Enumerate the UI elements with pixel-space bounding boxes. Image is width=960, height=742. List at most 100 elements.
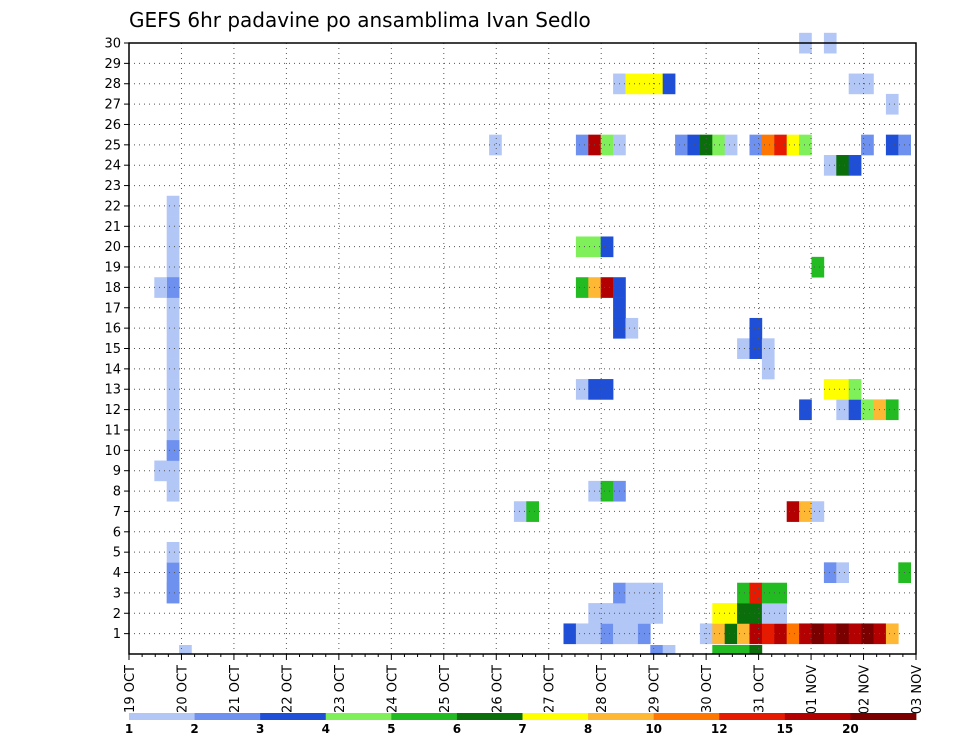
x-tick-label: 02 NOV bbox=[858, 665, 873, 714]
precip-cell bbox=[166, 562, 180, 584]
colorbar-swatch bbox=[194, 713, 261, 720]
y-tick-label: 28 bbox=[104, 77, 121, 92]
precip-cell bbox=[737, 645, 750, 654]
precip-cell bbox=[761, 358, 775, 380]
colorbar-label: 2 bbox=[190, 722, 198, 736]
y-tick-label: 16 bbox=[104, 322, 121, 337]
precip-cell bbox=[749, 317, 763, 339]
precip-cell bbox=[799, 134, 812, 156]
y-tick-label: 10 bbox=[104, 444, 121, 459]
y-tick-label: 5 bbox=[113, 546, 121, 561]
precip-cell bbox=[724, 623, 738, 645]
precip-cell bbox=[166, 195, 180, 217]
y-tick-labels: 1234567891011121314151617181920212223242… bbox=[104, 37, 121, 643]
precip-cell bbox=[625, 317, 639, 339]
colorbar-swatch bbox=[260, 713, 327, 720]
precip-cell bbox=[166, 379, 180, 400]
colorbar-label: 7 bbox=[518, 722, 526, 736]
precip-cell bbox=[737, 623, 750, 645]
precip-cell bbox=[166, 256, 180, 278]
precip-cell bbox=[712, 645, 725, 654]
y-tick-label: 12 bbox=[104, 403, 121, 418]
y-tick-label: 29 bbox=[104, 57, 121, 72]
x-tick-label: 27 OCT bbox=[543, 665, 558, 713]
precip-cell bbox=[650, 603, 663, 624]
y-tick-label: 18 bbox=[104, 281, 121, 296]
precip-cell bbox=[575, 277, 589, 298]
x-tick-label: 22 OCT bbox=[280, 665, 295, 713]
x-tick-labels: 19 OCT 20 OCT 21 OCT 22 OCT 23 OCT 24 OCT 25 O… bbox=[123, 665, 925, 714]
precip-cell bbox=[737, 603, 750, 624]
precip-cell bbox=[600, 603, 614, 624]
precip-cell bbox=[811, 623, 825, 645]
colorbar-swatch bbox=[719, 713, 786, 720]
precip-cell bbox=[823, 155, 837, 176]
precip-cell bbox=[861, 623, 874, 645]
precip-cell bbox=[836, 562, 849, 584]
y-tick-label: 20 bbox=[104, 240, 121, 255]
precip-cell bbox=[166, 582, 180, 604]
precip-cell bbox=[885, 623, 899, 645]
precip-cell bbox=[749, 134, 763, 156]
precip-cell bbox=[699, 134, 713, 156]
colorbar-label: 5 bbox=[387, 722, 395, 736]
colorbar-label: 20 bbox=[842, 722, 859, 736]
colorbar-label: 1 bbox=[125, 722, 133, 736]
precip-cell bbox=[724, 603, 738, 624]
precip-cell bbox=[823, 623, 837, 645]
colorbar-swatch bbox=[129, 713, 195, 720]
x-tick-label: 21 OCT bbox=[228, 665, 243, 713]
precip-cell bbox=[761, 603, 775, 624]
precip-cell bbox=[575, 134, 589, 156]
colorbar-swatch bbox=[653, 713, 720, 720]
axes-layer bbox=[124, 42, 917, 660]
precip-cell bbox=[724, 134, 738, 156]
chart-title: GEFS 6hr padavine po ansamblima Ivan Sed… bbox=[129, 8, 591, 32]
colorbar-label: 4 bbox=[322, 722, 330, 736]
precip-cell bbox=[761, 623, 775, 645]
precip-cell bbox=[712, 623, 725, 645]
precip-cell bbox=[811, 501, 825, 522]
precip-cell bbox=[724, 645, 738, 654]
y-tick-label: 6 bbox=[113, 525, 121, 540]
precip-cell bbox=[625, 623, 639, 645]
precip-cell bbox=[749, 645, 763, 654]
y-tick-label: 4 bbox=[113, 566, 121, 581]
precip-cell bbox=[625, 73, 639, 95]
grid-layer bbox=[129, 42, 916, 654]
precip-cell bbox=[836, 399, 849, 421]
precip-cell bbox=[836, 623, 849, 645]
y-tick-label: 15 bbox=[104, 342, 121, 357]
precip-cell bbox=[662, 645, 676, 654]
cells-layer bbox=[154, 32, 911, 654]
precip-cell bbox=[166, 440, 180, 461]
x-tick-label: 29 OCT bbox=[648, 665, 663, 713]
precip-cell bbox=[786, 623, 800, 645]
precip-cell bbox=[575, 379, 589, 400]
precip-cell bbox=[650, 73, 663, 95]
precip-cell bbox=[749, 623, 763, 645]
precip-cell bbox=[166, 216, 180, 237]
y-tick-label: 11 bbox=[104, 423, 121, 438]
precip-cell bbox=[526, 501, 539, 522]
y-tick-label: 1 bbox=[113, 627, 121, 642]
y-tick-label: 27 bbox=[104, 98, 121, 113]
precip-cell bbox=[179, 645, 192, 654]
precip-cell bbox=[489, 134, 502, 156]
precip-cell bbox=[575, 623, 589, 645]
colorbar: 1 2 3 4 5 6 7 8 10 12 15 20 bbox=[125, 713, 917, 736]
colorbar-label: 8 bbox=[584, 722, 592, 736]
colorbar-swatch bbox=[456, 713, 523, 720]
x-tick-label: 19 OCT bbox=[123, 665, 138, 713]
precip-cell bbox=[836, 379, 849, 400]
precip-cell bbox=[166, 541, 180, 563]
precip-cell bbox=[166, 236, 180, 258]
x-tick-label: 25 OCT bbox=[438, 665, 453, 713]
precip-cell bbox=[774, 134, 787, 156]
precip-cell bbox=[154, 460, 167, 482]
precip-cell bbox=[166, 338, 180, 359]
precip-cell bbox=[749, 338, 763, 359]
x-tick-label: 31 OCT bbox=[753, 665, 768, 713]
precip-cell bbox=[861, 399, 874, 421]
colorbar-swatch bbox=[391, 713, 458, 720]
